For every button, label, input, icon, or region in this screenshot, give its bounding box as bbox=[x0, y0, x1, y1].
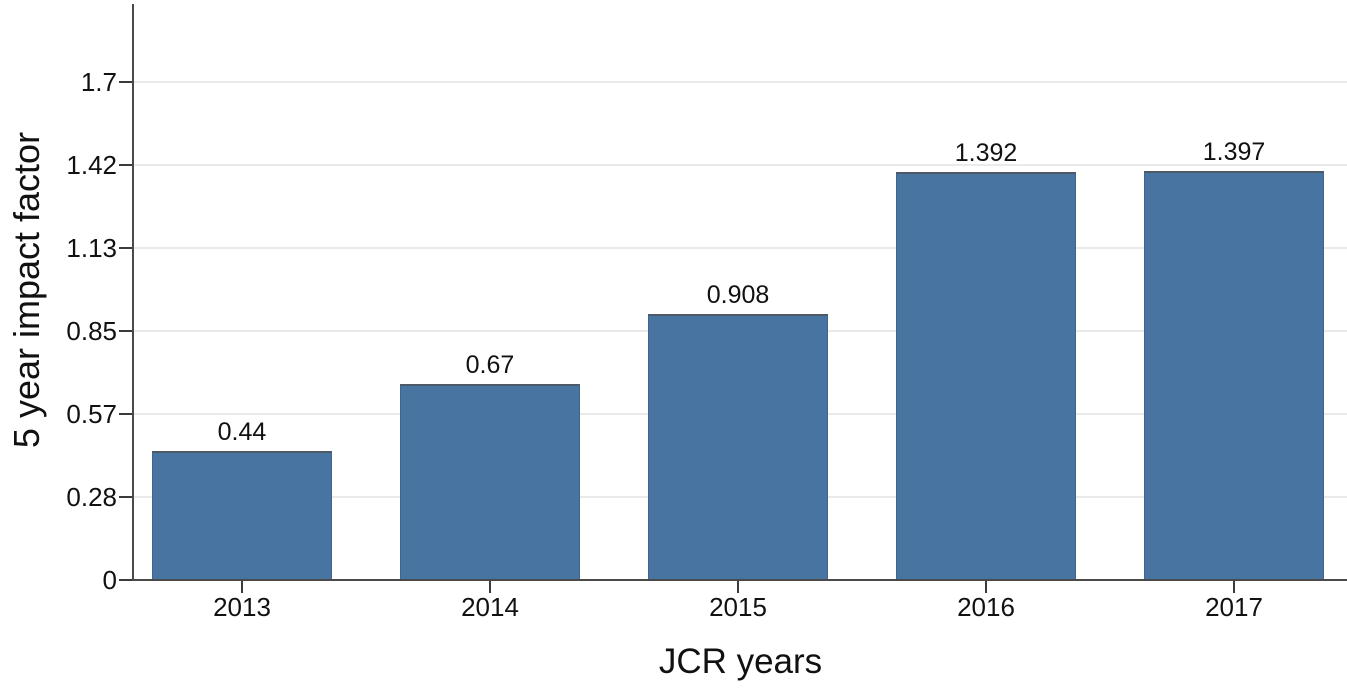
x-tick-label: 2014 bbox=[461, 592, 519, 622]
y-gridline bbox=[134, 81, 1347, 83]
y-tick-label: 0.85 bbox=[66, 316, 117, 346]
y-gridline bbox=[134, 247, 1347, 249]
y-tick-mark bbox=[119, 247, 134, 249]
x-tick-mark bbox=[241, 581, 243, 593]
x-axis-line bbox=[132, 579, 1347, 581]
bar-value-label: 1.397 bbox=[1202, 137, 1266, 166]
x-tick-mark bbox=[1233, 581, 1235, 593]
y-tick-mark bbox=[119, 81, 134, 83]
y-tick-label: 0 bbox=[102, 565, 117, 595]
y-tick-label: 0.57 bbox=[66, 398, 117, 429]
x-tick-mark bbox=[985, 581, 987, 593]
x-tick-label: 2015 bbox=[709, 592, 767, 622]
x-tick-label: 2017 bbox=[1205, 592, 1263, 622]
y-tick-mark bbox=[119, 579, 134, 581]
bar-value-label: 0.67 bbox=[465, 350, 515, 379]
x-axis-label: JCR years bbox=[658, 642, 823, 681]
y-tick-mark bbox=[119, 496, 134, 498]
y-tick-label: 0.28 bbox=[66, 482, 117, 512]
x-tick-label: 2013 bbox=[213, 592, 271, 622]
y-tick-mark bbox=[119, 330, 134, 332]
bar-2014 bbox=[400, 383, 580, 580]
y-axis-line bbox=[132, 4, 134, 581]
y-tick-label: 1.42 bbox=[66, 149, 117, 180]
x-tick-mark bbox=[737, 581, 739, 593]
y-tick-label: 1.13 bbox=[66, 233, 117, 263]
bar-value-label: 1.392 bbox=[954, 139, 1018, 168]
bar-2016 bbox=[896, 172, 1076, 580]
y-tick-mark bbox=[119, 412, 134, 415]
bar-2013 bbox=[152, 451, 332, 580]
bar-2015 bbox=[648, 314, 828, 580]
y-tick-mark bbox=[119, 163, 134, 166]
x-tick-mark bbox=[489, 581, 491, 593]
bar-2017 bbox=[1144, 170, 1324, 580]
bar-value-label: 0.44 bbox=[217, 418, 267, 447]
x-tick-label: 2016 bbox=[957, 592, 1015, 622]
y-gridline bbox=[134, 163, 1347, 166]
y-tick-label: 1.7 bbox=[80, 67, 117, 97]
bar-value-label: 0.908 bbox=[706, 281, 770, 309]
